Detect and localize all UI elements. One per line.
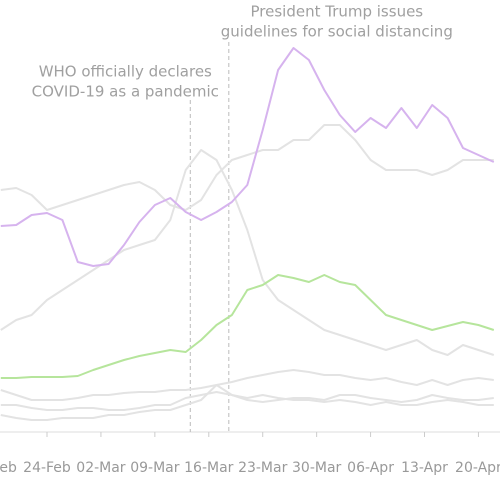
x-tick-label: 02-Mar: [76, 460, 126, 476]
x-tick-label: 13-Apr: [401, 460, 448, 476]
series-line: [0, 274, 495, 379]
annotation-text: COVID-19 as a pandemic: [32, 83, 219, 101]
x-tick-label: 23-Mar: [238, 460, 288, 476]
series-line: [0, 124, 494, 211]
x-tick-label: 17-Feb: [0, 460, 17, 476]
x-tick-label: 30-Mar: [292, 460, 342, 476]
x-tick-label: 09-Mar: [130, 460, 180, 476]
series-line: [0, 391, 494, 411]
x-tick-label: 16-Mar: [184, 460, 234, 476]
series-line: [0, 47, 495, 267]
x-tick-label: 24-Feb: [23, 460, 71, 476]
annotation-text: WHO officially declares: [39, 63, 212, 81]
x-tick-label: 06-Apr: [347, 460, 394, 476]
series-line: [0, 384, 494, 421]
annotation-text: President Trump issues: [251, 3, 424, 21]
annotation-text: guidelines for social distancing: [221, 23, 453, 41]
series-line: [0, 369, 494, 401]
x-tick-label: 20-Apr: [455, 460, 500, 476]
series-line: [0, 149, 495, 356]
